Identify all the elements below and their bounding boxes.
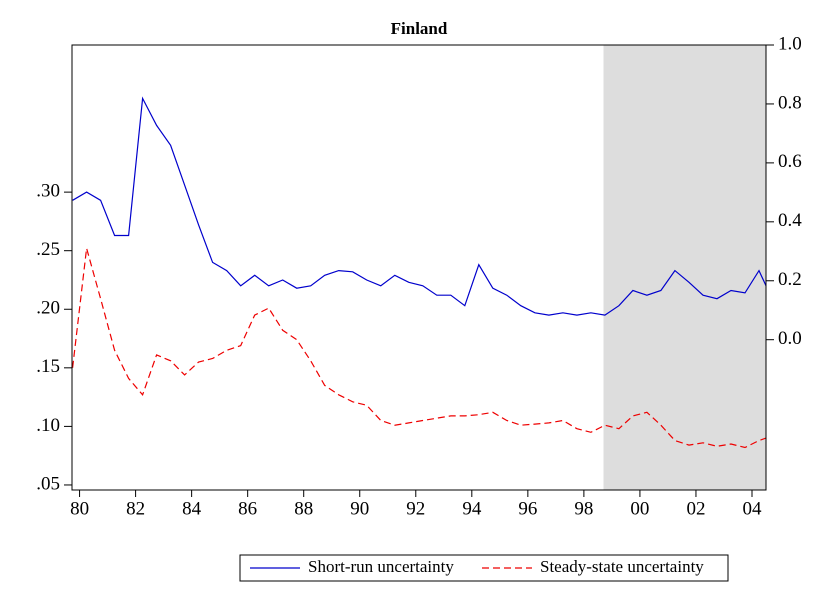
x-tick-label: 02 [686,498,705,519]
chart-title: Finland [391,19,448,38]
legend: Short-run uncertainty Steady-state uncert… [239,554,729,582]
y-tick-label: .20 [36,298,60,319]
x-tick-label: 98 [574,498,593,519]
y-tick-label: .15 [36,356,60,377]
y-tick-label: .10 [36,415,60,436]
x-tick-label: 84 [182,498,202,519]
y2-tick-label: 0.8 [778,92,802,113]
x-tick-label: 88 [294,498,313,519]
plot-frame [71,44,767,491]
x-tick-label: 86 [238,498,257,519]
y-tick-label: .05 [36,473,60,494]
line-series [72,96,767,316]
y2-tick-label: 1.0 [778,33,802,54]
x-tick-label: 90 [350,498,369,519]
x-tick-label: 96 [518,498,537,519]
x-tick-label: 00 [630,498,649,519]
y-tick-label: .25 [36,239,60,260]
y2-tick-label: 0.2 [778,269,802,290]
x-tick-label: 92 [406,498,425,519]
y-tick-label: .30 [36,180,60,201]
x-tick-label: 82 [126,498,145,519]
y2-tick-label: 0.0 [778,328,802,349]
x-tick-label: 80 [70,498,89,519]
shaded-region [603,45,766,490]
x-tick-label: 94 [462,498,482,519]
x-tick-label: 04 [742,498,762,519]
legend-label: Steady-state uncertainty [540,557,704,576]
line-series [72,248,767,449]
y2-tick-label: 0.6 [778,151,802,172]
legend-label: Short-run uncertainty [308,557,454,576]
y2-tick-label: 0.4 [778,210,802,231]
